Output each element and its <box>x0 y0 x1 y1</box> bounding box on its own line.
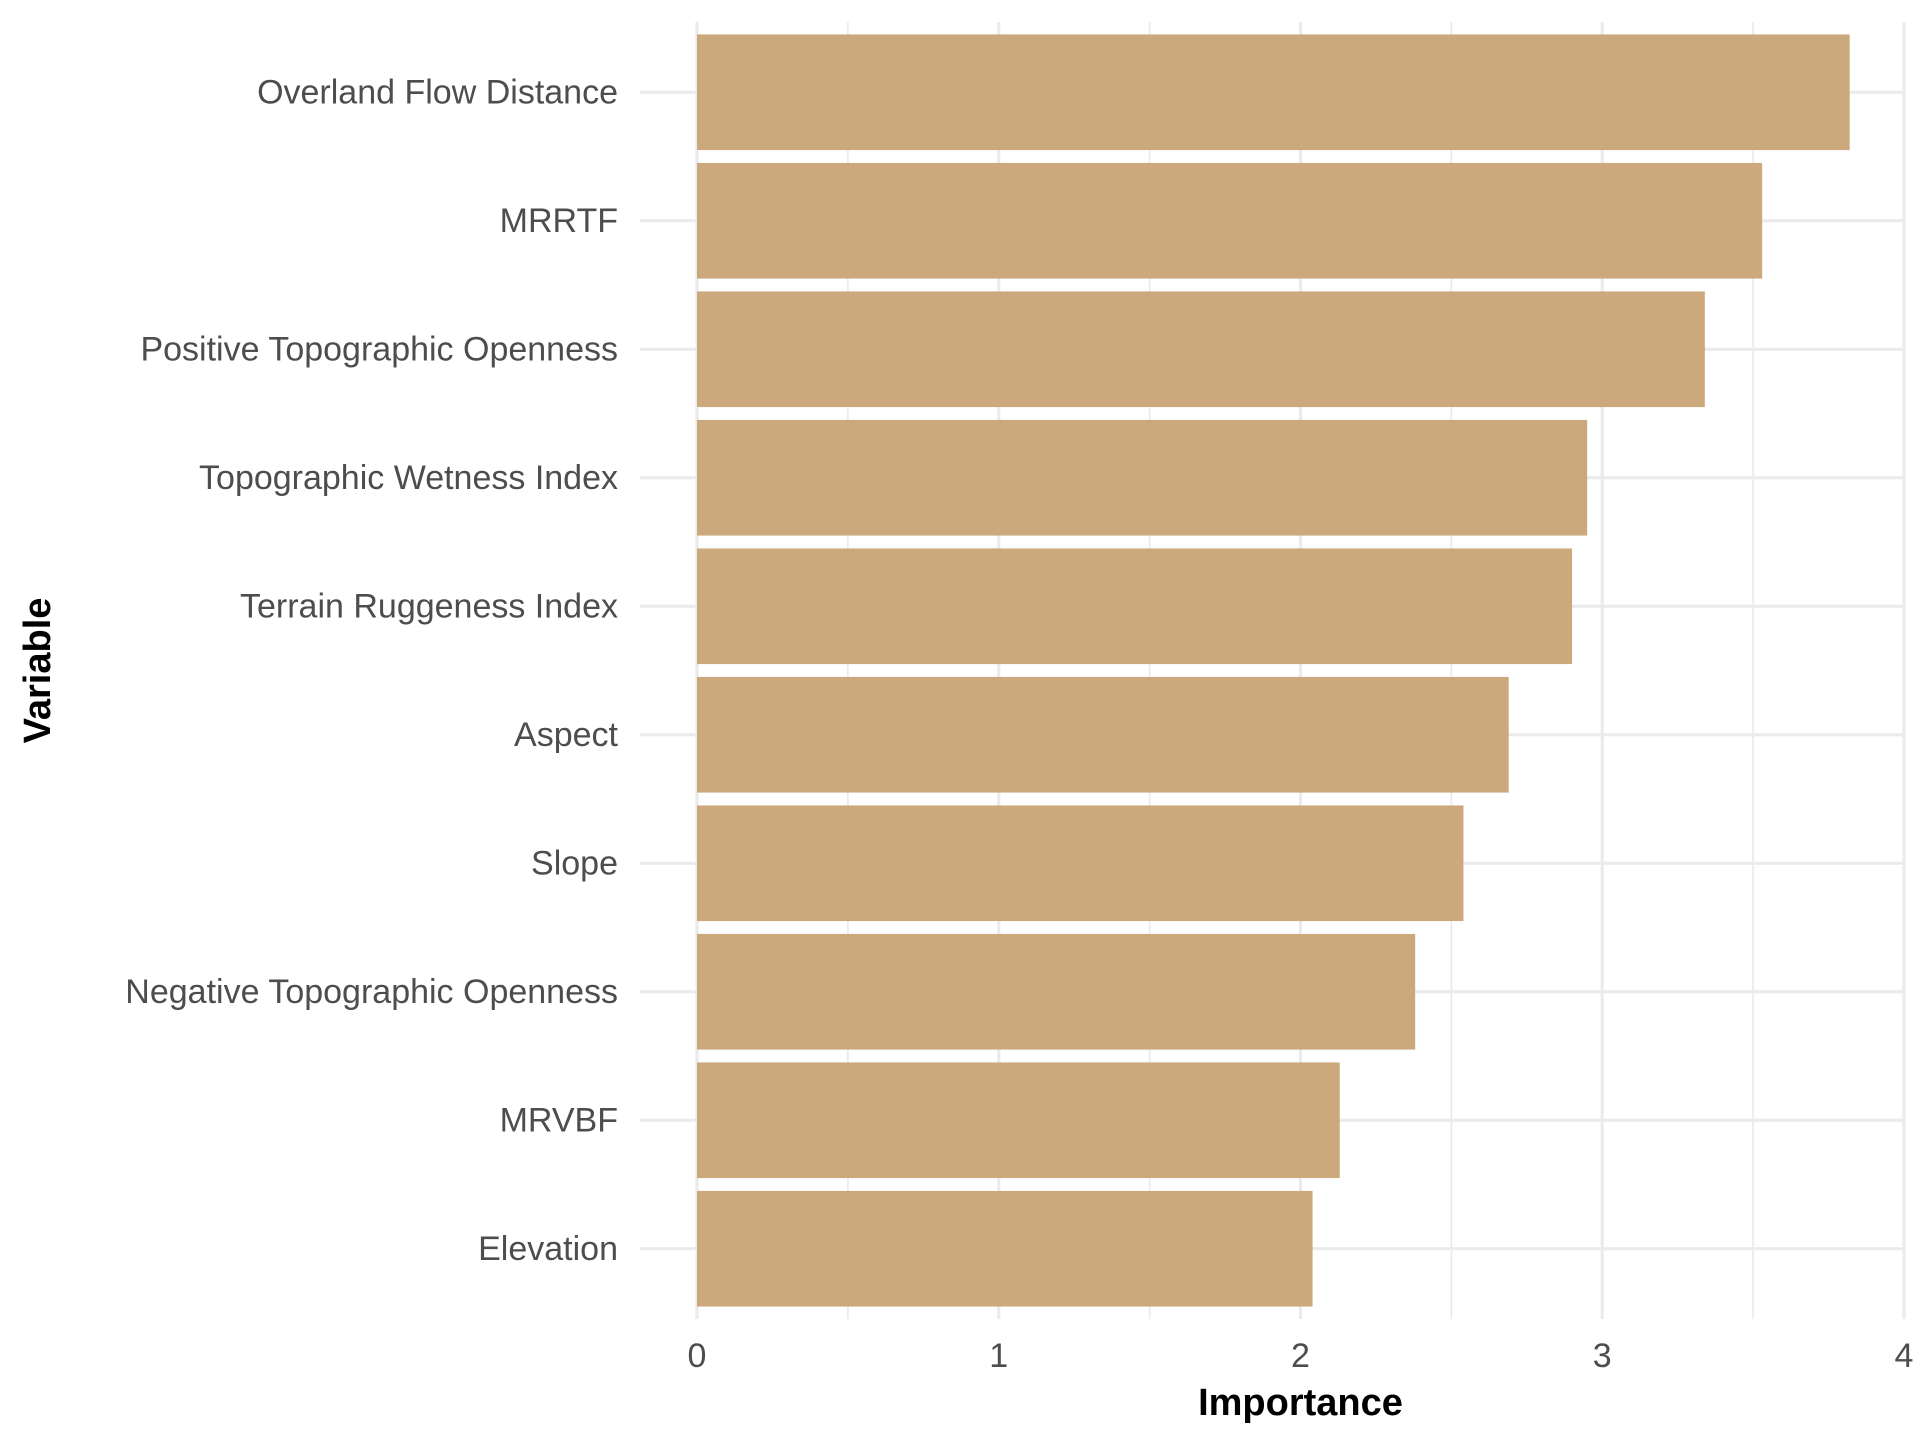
y-tick-label: Terrain Ruggeness Index <box>240 587 618 625</box>
y-tick-label: Aspect <box>514 716 618 754</box>
bar <box>697 933 1416 1050</box>
x-tick-label: 4 <box>1895 1337 1914 1375</box>
x-tick-labels: 0 1 2 3 4 <box>688 1337 1914 1375</box>
y-tick-label: Overland Flow Distance <box>257 73 618 111</box>
bar <box>697 548 1573 665</box>
y-tick-labels: Overland Flow Distance MRRTF Positive Topo… <box>125 73 618 1268</box>
y-tick-label: Elevation <box>478 1230 618 1268</box>
x-tick-label: 0 <box>688 1337 707 1375</box>
bar <box>697 291 1705 408</box>
bar <box>697 676 1509 793</box>
bars <box>697 34 1850 1307</box>
bar <box>697 34 1850 151</box>
bar <box>697 162 1763 279</box>
y-tick-label: MRVBF <box>500 1101 618 1139</box>
y-tick-label: MRRTF <box>500 202 618 240</box>
y-axis-title: Variable <box>17 598 59 744</box>
bar <box>697 419 1588 536</box>
x-tick-label: 1 <box>989 1337 1008 1375</box>
bar <box>697 805 1464 922</box>
y-tick-label: Topographic Wetness Index <box>199 459 618 497</box>
y-tick-label: Negative Topographic Openness <box>125 973 618 1011</box>
x-axis-title: Importance <box>1198 1382 1403 1424</box>
y-tick-label: Positive Topographic Openness <box>140 330 618 368</box>
x-tick-label: 3 <box>1593 1337 1612 1375</box>
x-tick-label: 2 <box>1291 1337 1310 1375</box>
bar <box>697 1190 1313 1307</box>
y-tick-label: Slope <box>531 844 618 882</box>
bar <box>697 1062 1340 1179</box>
